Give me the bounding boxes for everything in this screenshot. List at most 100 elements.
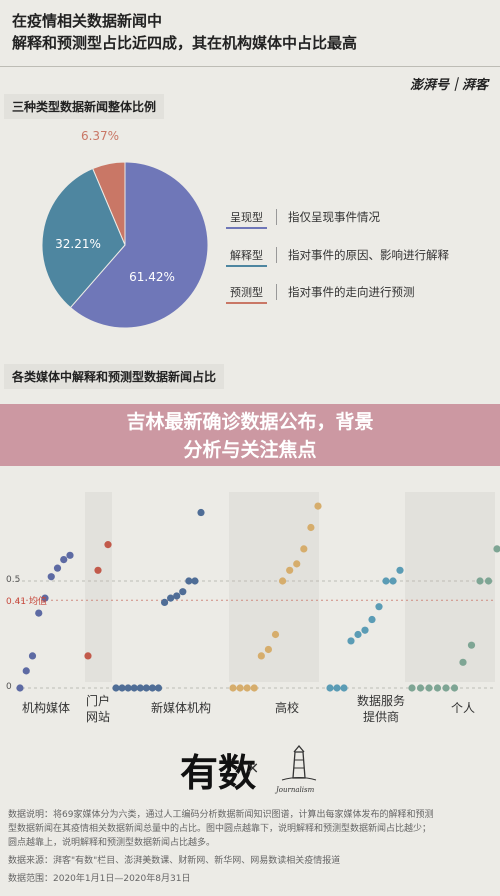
data-point [41,594,49,602]
category-label: 机构媒体 [21,701,70,715]
pie-label-2: 6.37% [81,129,119,143]
page-title-line1: 在疫情相关数据新闻中 [12,12,163,30]
data-point [197,508,205,517]
data-point [286,566,294,574]
data-point [333,684,341,692]
data-point [148,684,157,692]
data-point [179,588,187,596]
note-line: 圆点越靠上，说明解释和预测型数据新闻占比越多。 [8,838,216,848]
note-line: 数据说明：将69家媒体分为六类，通过人工编码分析数据新闻知识图谱，计算出每家媒体… [8,810,434,820]
data-point [154,684,163,692]
category-label: 个人 [450,701,475,715]
y-tick-label: 0.5 [6,575,21,585]
data-point [66,551,74,559]
data-point [250,684,258,692]
data-point [16,684,24,692]
column-band [85,492,112,682]
data-point [185,577,193,585]
data-point [361,626,369,634]
data-point [314,502,322,510]
data-point [382,577,390,585]
youshu-logo: 有数 [180,750,257,795]
data-point [450,684,459,692]
banner-line2: 分析与关注焦点 [183,439,317,461]
legend-desc-2: 指对事件的走向进行预测 [288,285,415,299]
data-point [375,603,383,611]
data-point [300,545,308,553]
legend-separator [276,209,277,225]
legend-desc-1: 指对事件的原因、影响进行解释 [288,248,449,262]
data-point [408,684,416,692]
legend-label-1: 解释型 [226,245,267,267]
page-title-line2: 解释和预测型占比近四成，其在机构媒体中占比最高 [12,34,358,52]
data-point [271,630,280,639]
category-label: 新媒体机构 [150,701,211,715]
column-band [229,492,319,682]
mean-label: 0.41 均值 [6,597,47,608]
data-point [389,577,397,585]
data-point [60,556,68,564]
note-line: 数据来源：湃客"有数"栏目、澎湃美数课、财新网、新华网、网易数读相关疫情报道 [8,856,341,866]
column-band [405,492,495,682]
data-point [340,684,348,692]
strip-section-title: 各类媒体中解释和预测型数据新闻占比 [4,364,225,389]
banner-line1: 吉林最新确诊数据公布，背景 [126,411,374,433]
data-point [236,684,244,692]
data-point [47,573,55,581]
data-point [433,684,442,692]
y-tick-label: 0 [6,682,12,692]
times-sign: × [246,758,260,777]
data-point [396,566,404,574]
data-point [84,652,92,660]
data-point [243,684,251,692]
data-point [53,564,62,572]
data-point [167,594,175,602]
legend-label-2: 预测型 [226,282,267,304]
headline-banner[interactable]: 吉林最新确诊数据公布，背景 分析与关注焦点 [0,404,500,466]
data-point [160,598,169,606]
pie-slice-0 [69,161,209,329]
data-point [28,652,37,660]
data-point [118,684,126,692]
data-point [191,577,199,585]
data-point [229,684,237,692]
data-point [442,684,450,692]
data-point [368,615,376,624]
data-point [264,645,273,654]
legend-label-0: 呈现型 [226,207,267,229]
legend-separator [276,284,277,300]
data-point [173,592,181,600]
data-point [22,667,30,675]
data-point [257,652,265,660]
data-point [476,577,484,585]
data-point [425,684,433,692]
data-point [112,684,120,692]
data-point [293,560,301,568]
title-divider [0,66,500,67]
category-label: 门户 网站 [85,694,110,724]
category-label: 高校 [274,701,299,715]
pie-section-title: 三种类型数据新闻整体比例 [4,94,165,119]
data-point [35,609,43,617]
strip-chart [16,492,500,692]
legend-desc-0: 指仅呈现事件情况 [288,210,380,224]
data-point [278,577,287,585]
category-label: 数据服务 提供商 [356,694,405,724]
data-point [459,658,467,666]
data-point [124,684,132,692]
data-point [347,637,355,645]
pie-label-1: 32.21% [55,237,101,251]
data-point [493,545,500,553]
brand-logo: 澎湃号｜湃客 [409,78,488,93]
data-point [326,684,334,692]
data-point [467,641,476,649]
pie-slice-1 [41,167,126,309]
data-point [484,577,493,585]
journalism-logo: Journalism [276,786,315,794]
data-point [354,630,362,639]
lighthouse-icon [281,744,317,781]
data-point [416,684,425,692]
data-point [136,684,144,692]
data-point [307,523,315,532]
pie-label-0: 61.42% [129,270,175,284]
